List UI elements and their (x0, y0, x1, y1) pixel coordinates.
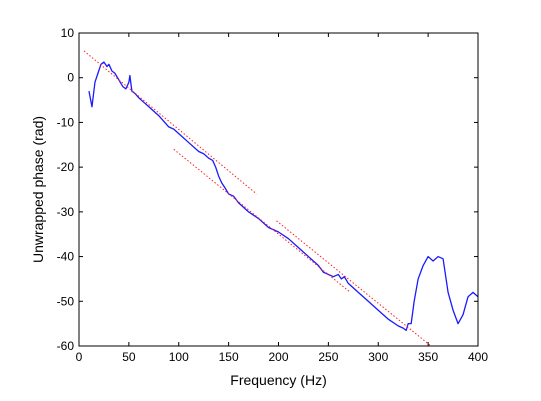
y-tick-label: 0 (67, 71, 74, 85)
y-tick-label: -30 (57, 205, 75, 219)
y-tick-label: -50 (57, 294, 75, 308)
x-tick-label: 300 (368, 350, 388, 364)
x-tick-label: 350 (418, 350, 438, 364)
y-tick-label: -10 (57, 115, 75, 129)
y-axis: 10 0 -10 -20 -30 -40 -50 -60 (57, 26, 478, 353)
y-tick-label: 10 (61, 26, 75, 40)
x-tick-label: 50 (122, 350, 136, 364)
fit-line-1 (83, 50, 257, 195)
phase-series-line (88, 61, 478, 332)
y-tick-label: -40 (57, 250, 75, 264)
x-tick-label: 100 (169, 350, 189, 364)
y-tick-label: -60 (57, 339, 75, 353)
series-layer (83, 50, 478, 346)
fit-line-3 (276, 220, 432, 346)
x-axis: 0 50 100 150 200 250 300 350 400 (76, 33, 488, 364)
y-axis-title: Unwrapped phase (rad) (30, 116, 46, 263)
x-tick-label: 200 (268, 350, 288, 364)
x-tick-label: 0 (76, 350, 83, 364)
plot-frame (78, 32, 479, 347)
x-tick-label: 250 (318, 350, 338, 364)
x-tick-label: 150 (219, 350, 239, 364)
y-tick-label: -20 (57, 160, 75, 174)
fit-line-2 (173, 148, 351, 293)
x-tick-label: 400 (468, 350, 488, 364)
x-axis-title: Frequency (Hz) (230, 372, 326, 388)
